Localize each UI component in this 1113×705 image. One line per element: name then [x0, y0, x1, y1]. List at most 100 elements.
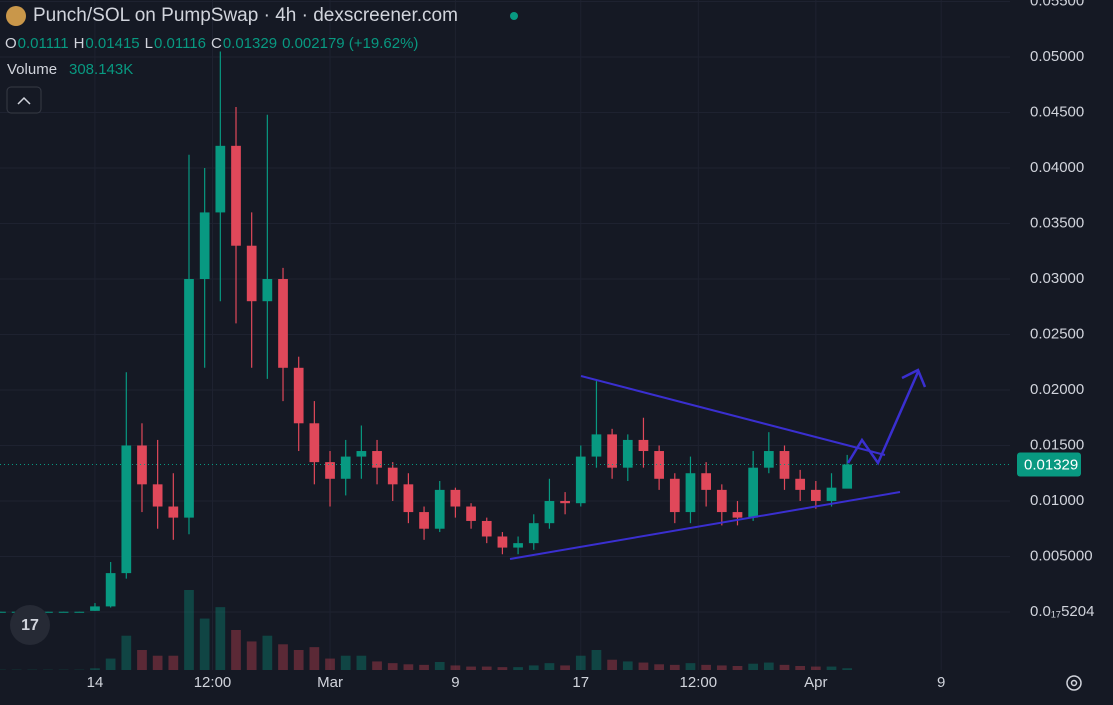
volume-bar: [795, 666, 806, 670]
y-tick-label: 0.03500: [1030, 214, 1084, 231]
y-tick-label: 0.04000: [1030, 159, 1084, 176]
trendline-lower: [509, 491, 901, 560]
y-tick-label: 0.01000: [1030, 492, 1084, 509]
volume-bar: [450, 665, 461, 670]
volume-label: Volume: [7, 61, 57, 78]
candle-body: [654, 451, 664, 479]
ohlc-value: 0.01329: [223, 35, 277, 52]
candle-body: [262, 279, 273, 302]
candle-body: [74, 611, 85, 613]
candle-body: [732, 512, 743, 518]
collapse-icon: [17, 96, 31, 105]
token-icon: [6, 6, 26, 26]
ohlc-value: 0.01116: [154, 35, 206, 52]
volume-bar: [356, 655, 367, 670]
volume-bar: [481, 666, 492, 670]
x-tick-label: 12:00: [680, 674, 718, 691]
collapse-button[interactable]: [6, 86, 42, 114]
candle-body: [466, 506, 476, 521]
candle-body: [560, 500, 570, 504]
candle-body: [152, 484, 163, 507]
candle-body: [497, 536, 508, 548]
ohlc-value: 0.01111: [18, 35, 69, 52]
candle-body: [419, 512, 429, 529]
candle-body: [826, 487, 837, 501]
volume-bar: [763, 662, 774, 670]
volume-bar: [842, 668, 853, 670]
y-tick-label: 0.05500: [1030, 0, 1084, 10]
volume-bar: [826, 666, 837, 670]
volume-bar: [199, 618, 210, 670]
volume-value: 308.143K: [69, 61, 133, 78]
volume-bar: [732, 666, 743, 670]
y-tick-label: 0.05000: [1030, 48, 1084, 65]
volume-bar: [560, 665, 570, 670]
volume-bar: [168, 655, 179, 670]
x-tick-label: 9: [451, 674, 459, 691]
candle-body: [748, 467, 759, 518]
projection-arrow: [846, 371, 920, 466]
y-tick-label: 0.005000: [1030, 547, 1093, 564]
grid: [0, 0, 1010, 670]
candle-body: [810, 489, 821, 501]
candle-body: [168, 506, 179, 518]
volume-bar: [528, 665, 539, 670]
settings-icon[interactable]: [1066, 675, 1082, 691]
candles: [0, 51, 853, 613]
volume-bar: [716, 665, 727, 670]
volume-bar: [152, 655, 163, 670]
ohlc-letter: H: [74, 35, 85, 52]
ohlc-value: 0.01415: [85, 35, 139, 52]
candle-body: [278, 279, 288, 368]
volume-bar: [419, 664, 429, 670]
candle-body: [763, 451, 774, 468]
candle-body: [607, 434, 617, 468]
x-tick-label: 12:00: [194, 674, 232, 691]
axes: 0.0₁₇5204 0.005000 0.01000 0.01500 0.02000 0.…: [0, 0, 1094, 691]
candle-body: [638, 439, 649, 452]
candle-body: [43, 611, 53, 613]
volume-bar: [372, 661, 382, 670]
candle-body: [387, 467, 398, 485]
volume-bar: [293, 650, 304, 670]
candle-body: [372, 451, 382, 468]
candle-body: [528, 523, 539, 544]
candle-body: [90, 606, 100, 611]
volume-bar: [387, 663, 398, 670]
candle-body: [325, 462, 335, 479]
volume-bar: [575, 655, 586, 670]
candle-body: [513, 543, 523, 548]
candle-body: [591, 434, 602, 457]
candle-body: [293, 367, 304, 424]
volume-bars: [0, 590, 853, 670]
volume-bar: [748, 663, 759, 670]
volume-bar: [434, 662, 445, 670]
volume-bar: [90, 668, 100, 670]
volume-bar: [591, 650, 602, 670]
candle-body: [309, 423, 320, 463]
volume-bar: [309, 647, 320, 670]
volume-bar: [105, 658, 116, 670]
candle-body: [231, 145, 241, 246]
arrow-head: [901, 368, 927, 388]
candle-body: [199, 212, 210, 280]
y-tick-label: 0.04500: [1030, 104, 1084, 121]
candle-body: [137, 445, 147, 485]
candle-body: [450, 489, 461, 507]
trendline-upper: [580, 375, 886, 456]
candle-body: [356, 451, 367, 457]
candle-body: [716, 489, 727, 513]
tv-logo: [10, 605, 50, 645]
last-price-label: 0.01329: [1024, 456, 1078, 473]
x-tick-label: 9: [937, 674, 945, 691]
tv-logo-text: 17: [21, 617, 39, 634]
volume-bar: [466, 666, 476, 670]
last-price-box: [1017, 452, 1081, 477]
ohlc-legend: O 0.01111 H 0.01415 L 0.01116 C 0.01329 0.002179…: [5, 35, 418, 52]
x-tick-label: 14: [87, 674, 104, 691]
candle-body: [246, 245, 257, 302]
volume-bar: [497, 667, 508, 670]
y-tick-label: 0.03000: [1030, 270, 1084, 287]
volume-bar: [513, 667, 523, 670]
